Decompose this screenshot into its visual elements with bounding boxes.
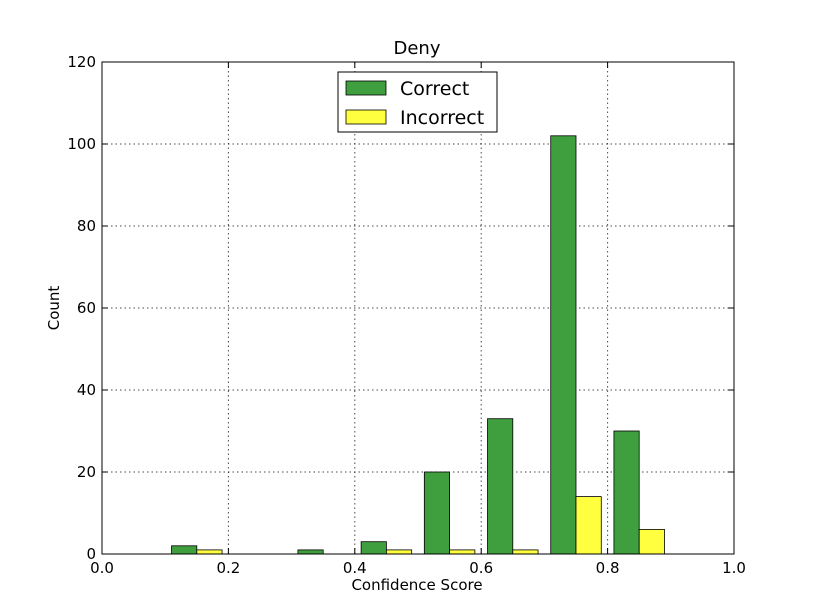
chart-title: Deny — [394, 38, 441, 59]
x-tick-label: 0.0 — [90, 559, 114, 577]
legend-label-incorrect: Incorrect — [400, 107, 484, 129]
bar-incorrect — [196, 549, 223, 555]
bar-correct — [360, 541, 387, 555]
y-tick-label: 120 — [67, 53, 96, 71]
bar-correct — [423, 471, 451, 555]
y-tick-label: 80 — [77, 217, 96, 235]
bar-correct — [550, 135, 577, 555]
axis-ticks: 0.0 0.2 0.4 0.6 0.8 1.0 0 20 40 60 80 100 120 — [67, 53, 746, 577]
x-tick-label: 1.0 — [722, 559, 746, 577]
bars — [171, 135, 665, 555]
x-tick-label: 0.2 — [216, 559, 240, 577]
bar-correct — [487, 418, 514, 555]
legend-label-correct: Correct — [400, 78, 469, 100]
y-tick-label: 0 — [86, 545, 96, 563]
legend: Correct Incorrect — [337, 71, 498, 133]
bar-incorrect — [449, 549, 476, 555]
y-tick-label: 40 — [77, 381, 96, 399]
x-tick-label: 0.4 — [343, 559, 367, 577]
bar-incorrect — [575, 496, 602, 555]
y-tick-label: 20 — [77, 463, 96, 481]
bar-correct — [171, 545, 198, 555]
y-axis-title: Count — [45, 286, 63, 331]
legend-swatch-correct — [345, 80, 387, 96]
bar-incorrect — [638, 529, 665, 555]
bar-correct — [613, 430, 640, 555]
x-tick-label: 0.6 — [469, 559, 493, 577]
y-tick-label: 60 — [77, 299, 96, 317]
legend-swatch-incorrect — [345, 109, 387, 125]
bar-incorrect — [385, 549, 413, 555]
bar-correct — [297, 549, 324, 555]
x-axis-title: Confidence Score — [351, 576, 482, 594]
x-tick-label: 0.8 — [596, 559, 620, 577]
y-tick-label: 100 — [67, 135, 96, 153]
bar-incorrect — [512, 549, 539, 555]
